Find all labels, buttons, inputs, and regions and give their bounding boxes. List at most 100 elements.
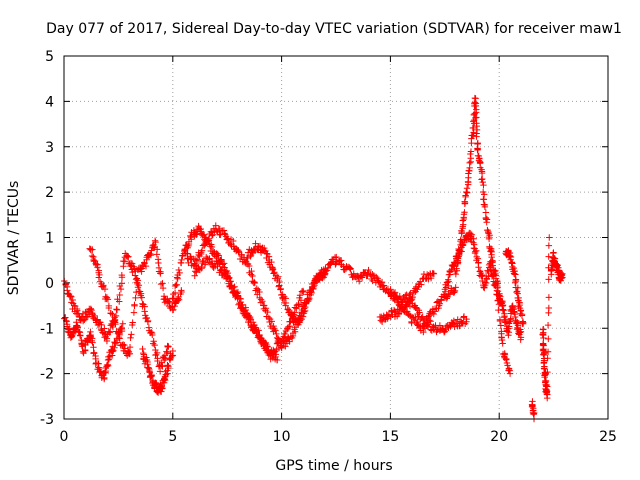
y-tick-label: 3 (45, 140, 54, 156)
data-point (134, 277, 142, 284)
data-point (373, 273, 380, 281)
chart-title: Day 077 of 2017, Sidereal Day-to-day VTE… (46, 21, 622, 37)
data-point (205, 237, 213, 244)
data-point (511, 310, 519, 318)
data-point (251, 321, 258, 329)
data-point (531, 409, 538, 417)
data-point (441, 285, 449, 293)
data-point (401, 303, 409, 310)
data-point (91, 312, 98, 320)
data-point (514, 284, 522, 291)
data-point (436, 322, 444, 329)
data-point (324, 264, 332, 272)
data-point (280, 293, 288, 300)
data-point (118, 325, 125, 333)
data-point (165, 343, 172, 350)
data-point (198, 265, 205, 272)
data-point (519, 320, 527, 327)
data-point (545, 304, 553, 312)
data-point (201, 242, 208, 249)
data-point (429, 270, 437, 277)
data-point (115, 298, 123, 305)
data-point (128, 260, 136, 267)
y-tick-label: 4 (45, 94, 54, 110)
data-point (278, 342, 285, 349)
x-tick-label: 0 (60, 429, 69, 445)
data-point (474, 146, 481, 154)
data-point (133, 288, 140, 296)
data-point (454, 254, 461, 262)
data-point (268, 318, 275, 325)
data-point (150, 338, 157, 345)
data-point (271, 348, 279, 355)
data-point (269, 264, 276, 272)
data-point (461, 209, 468, 216)
data-point (88, 252, 96, 260)
data-point (118, 271, 126, 279)
data-point (516, 329, 524, 336)
data-point (132, 294, 139, 302)
data-point (273, 330, 280, 338)
data-point (489, 272, 496, 279)
data-point (444, 282, 452, 290)
data-point (416, 309, 423, 316)
data-point (127, 334, 134, 342)
data-point (269, 266, 277, 273)
data-point (105, 356, 113, 363)
data-point (492, 282, 499, 290)
data-point (63, 321, 71, 328)
data-point (143, 314, 150, 322)
data-point (274, 275, 282, 282)
data-point (455, 253, 462, 260)
data-point (428, 327, 436, 334)
data-point (442, 326, 449, 333)
data-point (501, 351, 509, 358)
data-point (139, 263, 147, 270)
data-point (90, 344, 97, 351)
data-point (347, 265, 354, 272)
data-point (251, 279, 259, 287)
data-point (482, 209, 490, 216)
data-point (298, 288, 306, 295)
data-point (300, 308, 308, 315)
data-point (139, 345, 146, 353)
data-point (112, 339, 119, 347)
data-point (470, 241, 478, 248)
data-point (74, 324, 81, 331)
data-point (512, 277, 520, 285)
data-point (414, 321, 421, 328)
data-point (271, 269, 278, 276)
data-point (515, 303, 522, 310)
data-point (164, 349, 171, 357)
data-point (548, 267, 555, 274)
data-point (409, 293, 416, 301)
plot-frame (63, 55, 609, 420)
data-point (427, 274, 435, 282)
data-point (116, 335, 123, 342)
data-point (159, 363, 166, 370)
data-point (503, 356, 510, 363)
data-point (295, 301, 303, 308)
data-point (152, 379, 159, 387)
axis-ticks: 0 5 10 15 20 25 -3 -2 -1 0 1 2 3 4 5 (40, 49, 617, 445)
data-point (467, 148, 475, 155)
data-point (185, 259, 192, 267)
data-point (499, 306, 507, 313)
data-point (428, 309, 436, 317)
data-point (156, 368, 164, 375)
data-point (440, 329, 448, 336)
data-point (404, 308, 411, 315)
data-point (299, 313, 307, 320)
data-point (142, 262, 150, 270)
data-point (509, 263, 516, 271)
data-point (178, 288, 185, 296)
data-point (109, 348, 116, 355)
data-point (170, 295, 177, 303)
x-tick-label: 25 (599, 429, 617, 445)
data-point (540, 364, 548, 372)
data-point (107, 328, 114, 335)
data-point (412, 304, 419, 312)
data-point (380, 282, 387, 289)
data-point (171, 289, 179, 297)
data-point (485, 229, 492, 236)
